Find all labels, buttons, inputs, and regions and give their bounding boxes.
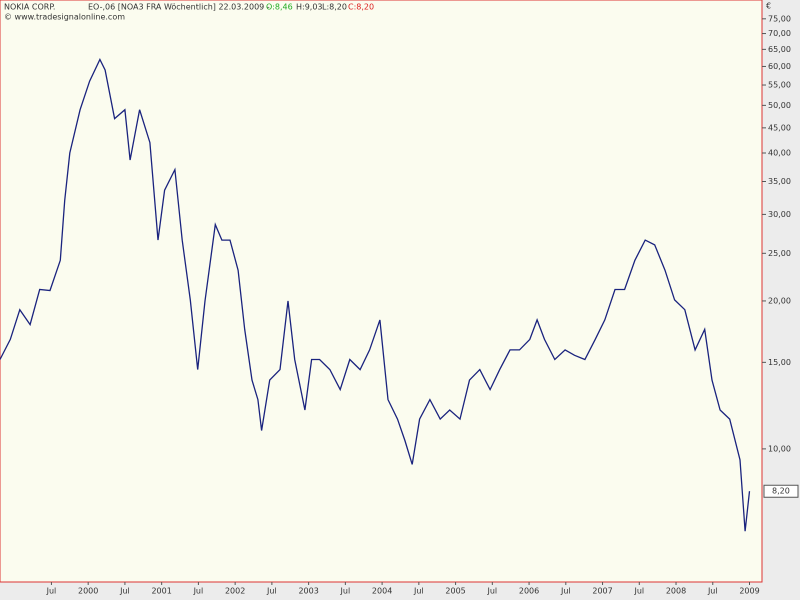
y-tick-label: 65,00: [768, 45, 791, 54]
x-tick-label: Jul: [560, 587, 571, 596]
y-tick-label: 75,00: [768, 14, 791, 23]
x-tick-label: 2009: [739, 587, 759, 596]
open: O:8,46: [266, 3, 293, 12]
x-tick-label: 2001: [151, 587, 171, 596]
y-tick-label: 15,00: [768, 358, 791, 367]
plot-area: [0, 0, 763, 583]
x-tick-label: Jul: [193, 587, 204, 596]
y-tick-label: 70,00: [768, 29, 791, 38]
x-tick-label: 2007: [592, 587, 612, 596]
info: EO-,06 [NOA3 FRA Wöchentlich] 22.03.2009…: [88, 3, 270, 12]
x-tick-label: 2008: [666, 587, 686, 596]
last-price-label: 8,20: [772, 487, 790, 496]
x-tick-label: 2003: [298, 587, 318, 596]
y-tick-label: 40,00: [768, 148, 791, 157]
x-tick-label: Jul: [340, 587, 351, 596]
last-price-box: [763, 484, 799, 498]
close: C:8,20: [348, 3, 374, 12]
price-line: [0, 58, 751, 532]
y-tick-label: 10,00: [768, 444, 791, 453]
x-tick-label: Jul: [633, 587, 644, 596]
y-tick-label: 45,00: [768, 123, 791, 132]
x-tick-label: 2006: [519, 587, 539, 596]
high: H:9,03: [296, 3, 323, 12]
x-tick-label: Jul: [486, 587, 497, 596]
y-tick-label: 25,00: [768, 249, 791, 258]
y-tick-label: 35,00: [768, 177, 791, 186]
y-tick-label: 20,00: [768, 296, 791, 305]
y-tick-label: 55,00: [768, 81, 791, 90]
x-tick-label: Jul: [266, 587, 277, 596]
y-tick-label: 30,00: [768, 210, 791, 219]
x-tick-label: 2005: [445, 587, 465, 596]
x-tick-label: Jul: [413, 587, 424, 596]
x-tick-label: Jul: [119, 587, 130, 596]
copyright: © www.tradesignalonline.com: [4, 13, 125, 22]
x-tick-label: Jul: [46, 587, 57, 596]
unit: €: [766, 2, 771, 11]
y-tick-label: 60,00: [768, 62, 791, 71]
x-tick-label: 2000: [78, 587, 98, 596]
y-tick-label: 50,00: [768, 101, 791, 110]
low: L:8,20: [322, 3, 347, 12]
x-tick-label: 2004: [372, 587, 392, 596]
symbol: NOKIA CORP.: [4, 3, 55, 12]
x-tick-label: 2002: [225, 587, 245, 596]
x-tick-label: Jul: [707, 587, 718, 596]
